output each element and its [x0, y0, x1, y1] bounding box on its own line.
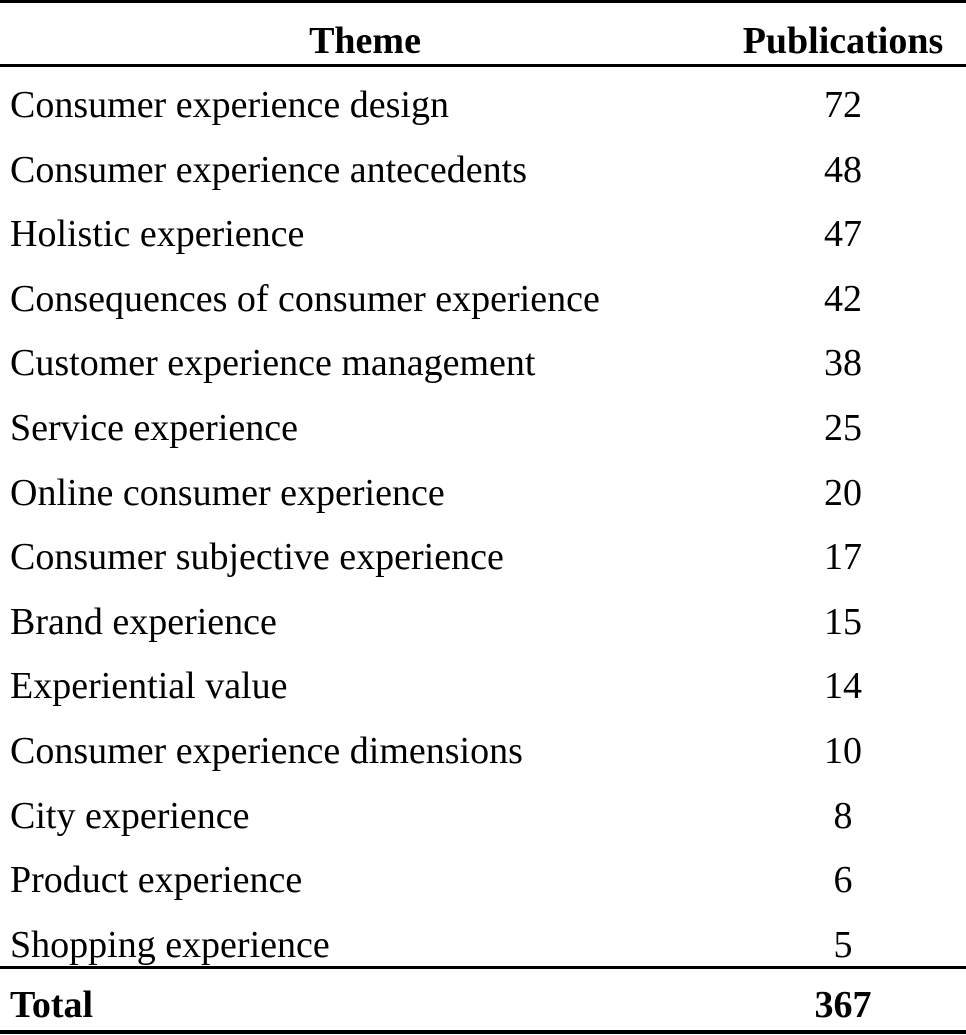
- table-row: Product experience 6: [0, 842, 966, 907]
- table-row: Experiential value 14: [0, 648, 966, 713]
- theme-cell: Consumer experience design: [10, 84, 449, 126]
- table-row: Holistic experience 47: [0, 196, 966, 261]
- theme-cell: Shopping experience: [10, 923, 330, 966]
- table-row: Shopping experience 5: [0, 907, 966, 972]
- table-row: Consequences of consumer experience 42: [0, 261, 966, 326]
- table-row: Consumer subjective experience 17: [0, 519, 966, 584]
- theme-cell: Product experience: [10, 859, 303, 902]
- theme-cell: Consumer experience antecedents: [10, 148, 527, 191]
- table-row: Service experience 25: [0, 390, 966, 455]
- table-row: Consumer experience antecedents 48: [0, 132, 966, 197]
- bottom-rule: [0, 1030, 966, 1034]
- theme-cell: City experience: [10, 794, 250, 837]
- publications-cell: 15: [824, 600, 862, 643]
- publications-cell: 38: [824, 342, 862, 385]
- theme-cell: Service experience: [10, 406, 298, 449]
- publications-cell: 47: [824, 213, 862, 256]
- total-rule: [0, 966, 966, 969]
- publications-cell: 5: [833, 923, 853, 966]
- top-rule: [0, 0, 966, 3]
- publications-cell: 72: [824, 84, 862, 126]
- theme-cell: Experiential value: [10, 665, 288, 708]
- publications-cell: 14: [824, 665, 862, 708]
- publications-cell: 8: [833, 794, 853, 837]
- table-row: Online consumer experience 20: [0, 455, 966, 520]
- header-publications: Publications: [742, 20, 944, 62]
- theme-cell: Consequences of consumer experience: [10, 277, 600, 320]
- header-theme: Theme: [309, 20, 421, 62]
- table-row: Customer experience management 38: [0, 325, 966, 390]
- theme-cell: Holistic experience: [10, 213, 305, 256]
- total-label: Total: [10, 984, 94, 1026]
- total-row: Total 367: [0, 969, 966, 1030]
- theme-cell: Brand experience: [10, 600, 277, 643]
- publications-cell: 25: [824, 406, 862, 449]
- header-rule: [0, 64, 966, 67]
- total-value: 367: [814, 984, 872, 1026]
- publications-cell: 42: [824, 277, 862, 320]
- publications-cell: 20: [824, 471, 862, 514]
- table-row: City experience 8: [0, 778, 966, 843]
- theme-cell: Online consumer experience: [10, 471, 445, 514]
- publications-cell: 17: [824, 536, 862, 579]
- table-row: Consumer experience dimensions 10: [0, 713, 966, 778]
- table-body: Consumer experience design 72 Consumer e…: [0, 67, 966, 971]
- publications-cell: 6: [833, 859, 853, 902]
- table-header-row: Theme Publications: [0, 3, 966, 64]
- publications-cell: 48: [824, 148, 862, 191]
- theme-cell: Customer experience management: [10, 342, 536, 385]
- theme-cell: Consumer subjective experience: [10, 536, 504, 579]
- table-row: Brand experience 15: [0, 584, 966, 649]
- table-row: Consumer experience design 72: [0, 67, 966, 132]
- theme-cell: Consumer experience dimensions: [10, 729, 523, 772]
- publications-cell: 10: [824, 729, 862, 772]
